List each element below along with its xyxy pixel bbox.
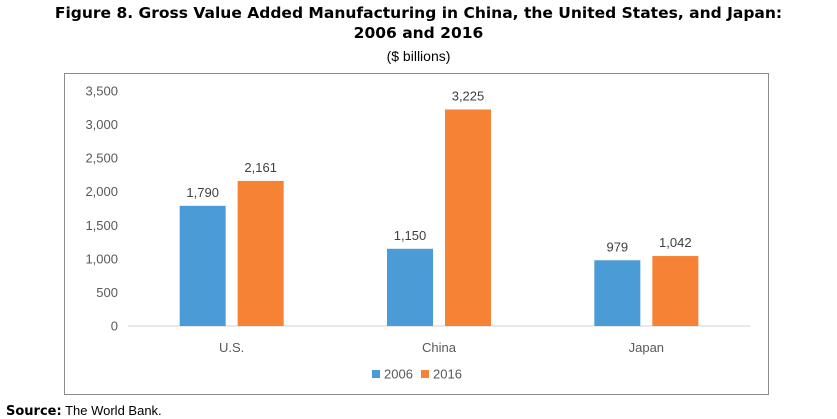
bar-2016 bbox=[237, 180, 284, 326]
legend-label: 2016 bbox=[433, 367, 462, 382]
chart-title: Figure 8. Gross Value Added Manufacturin… bbox=[0, 3, 837, 43]
data-label: 979 bbox=[606, 239, 628, 254]
y-tick-label: 500 bbox=[96, 285, 118, 300]
source-label: Source: bbox=[6, 404, 62, 419]
source-text: The World Bank. bbox=[65, 403, 162, 418]
chart-title-line2: 2006 and 2016 bbox=[353, 24, 484, 42]
chart-subtitle: ($ billions) bbox=[386, 48, 451, 64]
y-tick-label: 3,500 bbox=[85, 84, 118, 99]
data-label: 1,150 bbox=[394, 228, 427, 243]
x-category-label: U.S. bbox=[219, 340, 244, 355]
legend-swatch-2006 bbox=[372, 370, 380, 378]
source-note: Source: The World Bank. bbox=[6, 403, 162, 419]
x-category-label: China bbox=[422, 340, 457, 355]
data-label: 1,042 bbox=[659, 235, 692, 250]
bar-2006 bbox=[594, 260, 641, 326]
legend-swatch-2016 bbox=[421, 370, 429, 378]
data-label: 1,790 bbox=[186, 185, 219, 200]
bar-2006 bbox=[387, 248, 433, 326]
legend-label: 2006 bbox=[384, 367, 413, 382]
data-label: 2,161 bbox=[244, 160, 277, 175]
y-tick-label: 0 bbox=[111, 319, 118, 334]
x-category-label: Japan bbox=[629, 340, 664, 355]
bar-2006 bbox=[179, 205, 226, 326]
bar-2016 bbox=[652, 256, 699, 326]
data-label: 3,225 bbox=[452, 88, 485, 103]
bar-2016 bbox=[445, 109, 491, 326]
y-tick-label: 3,000 bbox=[85, 117, 118, 132]
y-tick-label: 2,500 bbox=[85, 151, 118, 166]
y-tick-label: 1,000 bbox=[85, 251, 118, 266]
chart-title-line1: Figure 8. Gross Value Added Manufacturin… bbox=[54, 4, 783, 22]
y-tick-label: 2,000 bbox=[85, 184, 118, 199]
y-tick-label: 1,500 bbox=[85, 218, 118, 233]
